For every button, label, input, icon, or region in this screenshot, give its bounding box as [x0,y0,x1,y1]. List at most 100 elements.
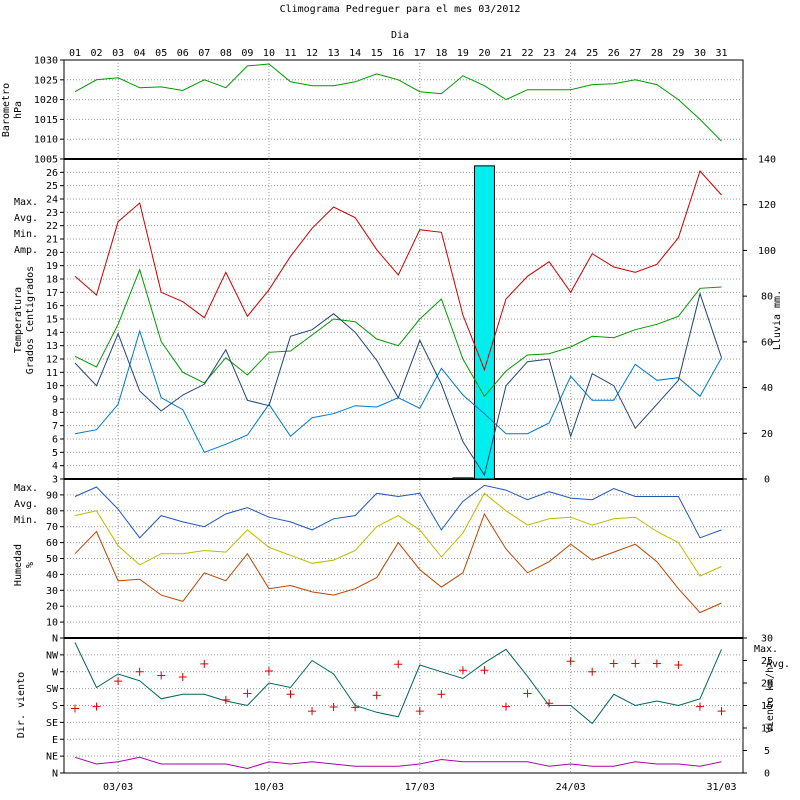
temperature-legend-item: Max. [14,197,38,208]
wind-direction-marker [437,690,446,699]
temperature-axis-title: Temperatura [13,287,24,353]
chart-title: Climograma Pedreguer para el mes 03/2012 [280,4,521,15]
day-label: 24 [565,48,577,59]
day-label: 27 [629,48,641,59]
right-tick-label: 0 [764,475,770,486]
date-label: 17/03 [405,782,435,793]
y-tick-label: W [52,667,59,678]
wind-direction-marker [71,704,79,713]
humidity-legend-item: Max. [14,483,38,494]
rain-bar [452,477,474,480]
y-tick-label: NW [46,650,59,661]
temp-amp-line [74,291,722,477]
day-label: 29 [672,48,684,59]
day-label: 25 [586,48,598,59]
y-tick-label: SE [46,718,58,729]
wind-direction-marker [566,657,575,666]
y-tick-label: 9 [52,395,58,406]
data-series [71,63,726,770]
y-tick-label: 90 [46,490,58,501]
humidity-legend-item: Min. [14,515,38,526]
wind-avg-line [74,756,722,770]
right-tick-label: 100 [758,246,776,257]
right-tick-label: 140 [758,155,776,166]
day-label: 03 [112,48,124,59]
humidity-axis-title: Humedad [13,544,24,586]
y-tick-label: 10 [46,618,58,629]
day-label: 21 [500,48,512,59]
wind-direction-marker [523,689,532,698]
wind-direction-axis-title: Dir. viento [16,672,27,738]
y-tick-label: 10 [46,381,58,392]
y-tick-label: 1015 [34,115,58,126]
wind-direction-marker [286,690,295,699]
wind-direction-marker [157,671,166,680]
chart-frames [63,59,744,774]
y-tick-label: 5 [52,448,58,459]
y-tick-label: N [52,634,58,645]
temperature-legend-item: Min. [14,229,38,240]
day-label: 18 [435,48,447,59]
day-label: 11 [284,48,296,59]
wind-direction-marker [458,666,467,675]
wind-direction-marker [631,659,640,668]
wind-direction-marker [243,689,252,698]
day-label: 28 [651,48,663,59]
y-tick-label: 80 [46,506,58,517]
y-tick-label: 13 [46,341,58,352]
temp-min-line [74,329,722,453]
axis-labels: 01 02 03 04 05 06 07 08 09 10 11 12 13 14 15 16 17 18 19 20… [1,48,790,793]
wind-direction-marker [329,703,338,711]
temp-avg-line [74,268,722,398]
day-label: 01 [69,48,81,59]
y-tick-label: 7 [52,421,58,432]
wind-direction-marker [609,659,618,668]
wind-direction-marker [480,666,489,675]
temp-max-line [74,170,722,372]
y-tick-label: 15 [46,315,58,326]
day-label: 02 [91,48,103,59]
day-label: 10 [263,48,275,59]
y-tick-label: 20 [46,602,58,613]
day-label: 30 [694,48,706,59]
y-tick-label: 50 [46,554,58,565]
y-tick-label: 22 [46,221,58,232]
day-label: 14 [349,48,361,59]
day-label: 23 [543,48,555,59]
wind-legend-avg: Avg. [766,659,790,670]
day-label: 15 [371,48,383,59]
y-tick-label: SW [46,684,59,695]
y-tick-label: 60 [46,538,58,549]
y-tick-label: 1010 [34,135,58,146]
wind-direction-marker [415,707,424,716]
day-label: 16 [392,48,404,59]
barometer-axis-unit: hPa [13,101,24,119]
wind-direction-marker [135,667,144,676]
right-tick-label: 15 [761,701,773,712]
day-label: 04 [134,48,146,59]
humidity-legend-item: Avg. [14,499,38,510]
y-tick-label: 6 [52,435,58,446]
y-tick-label: N [52,769,58,780]
right-tick-label: 20 [761,679,773,690]
day-label: 06 [177,48,189,59]
y-tick-label: 16 [46,301,58,312]
x-axis-title: Dia [391,30,409,41]
y-tick-label: 1030 [34,56,58,67]
wind-direction-marker [674,661,683,669]
right-tick-label: 20 [761,429,773,440]
y-tick-label: 19 [46,261,58,272]
y-tick-label: 11 [46,368,58,379]
wind-direction-marker [372,691,381,700]
wind-legend-max: Max. [754,644,778,655]
temperature-legend-item: Avg. [14,213,38,224]
day-label: 08 [220,48,232,59]
y-tick-label: NE [46,752,58,763]
rain-bar [473,165,495,480]
axis-ticks [60,59,747,774]
wind-direction-marker [351,703,360,712]
day-label: 09 [241,48,253,59]
humidity-min-line [74,512,722,614]
day-label: 22 [522,48,534,59]
